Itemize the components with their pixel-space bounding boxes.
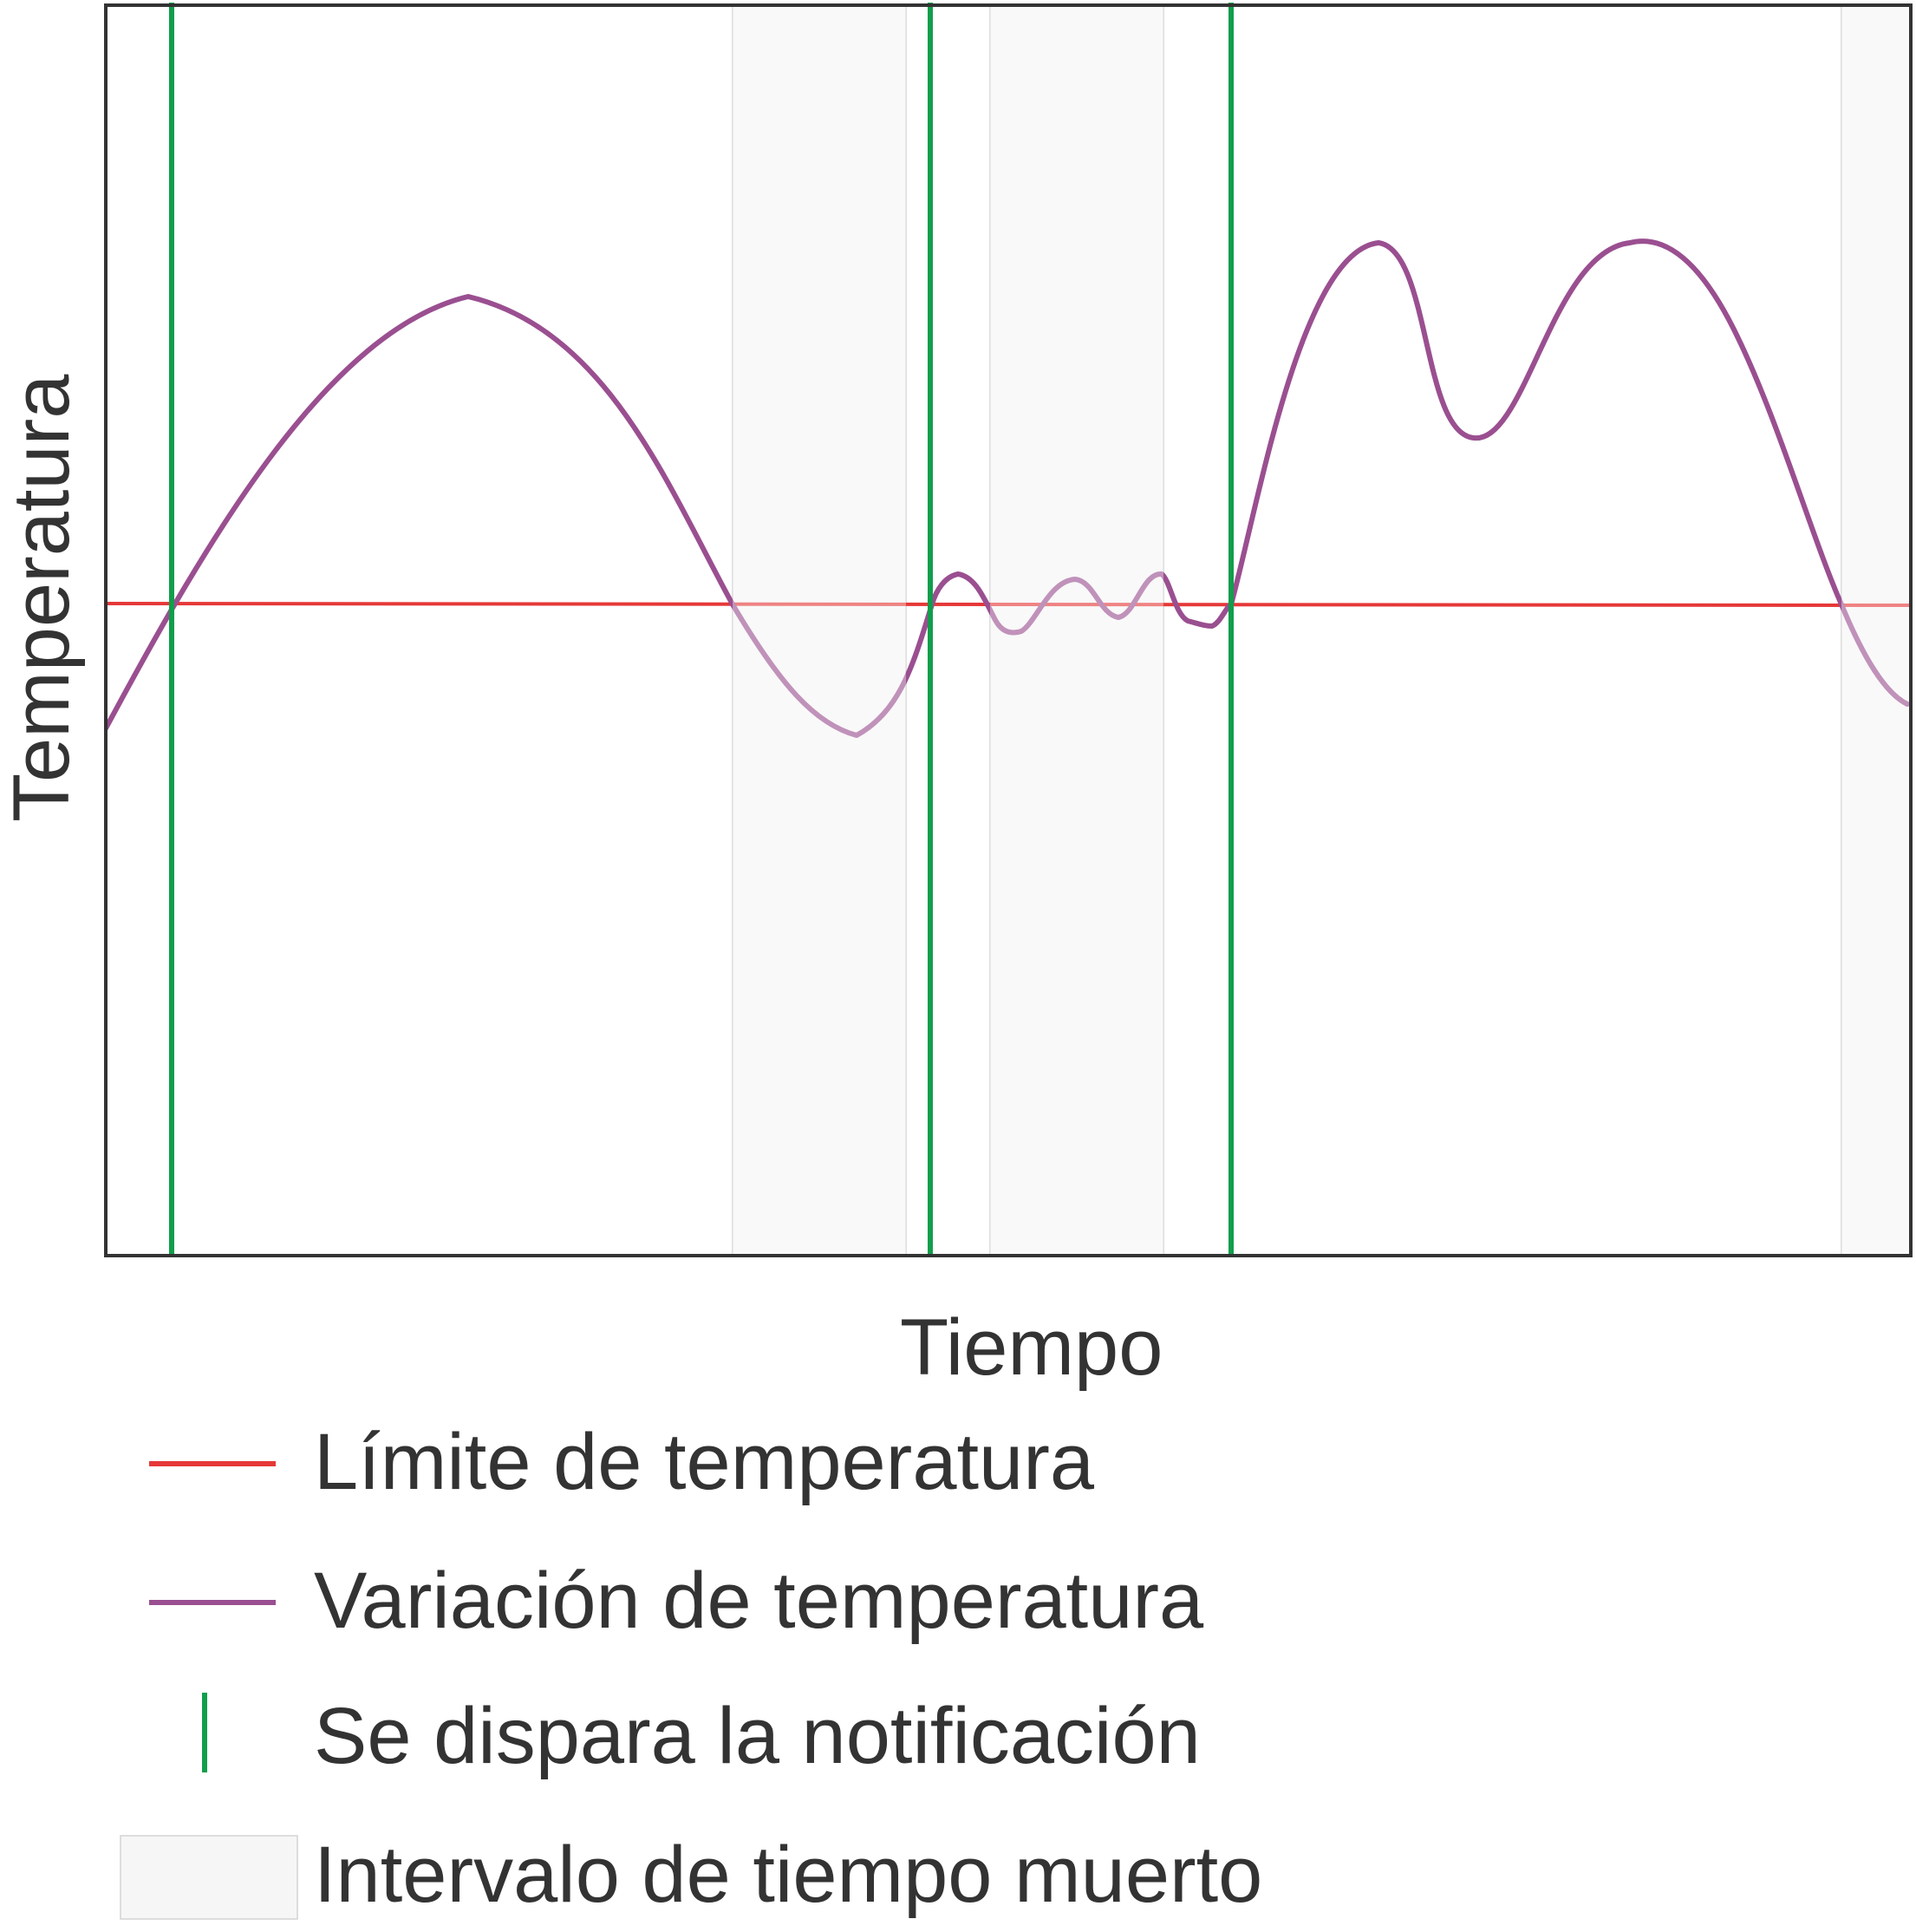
legend-label-series: Variación de temperatura [314, 1557, 1204, 1645]
temperature-variation-series [106, 238, 1910, 738]
legend-item-limit: Límite de temperatura [0, 1407, 1474, 1519]
dead-time-veil [990, 5, 1163, 1256]
temperature-limit-line [106, 602, 1911, 607]
x-axis-label: Tiempo [900, 1303, 1163, 1392]
legend-item-series: Variación de temperatura [0, 1545, 1474, 1658]
legend-item-dead-time: Intervalo de tiempo muerto [0, 1819, 1474, 1932]
legend-label-dead-time: Intervalo de tiempo muerto [314, 1831, 1263, 1919]
legend-label-notification: Se dispara la notificación [314, 1692, 1201, 1780]
legend-swatch-notification [202, 1693, 207, 1772]
legend-swatch-series [149, 1600, 276, 1605]
notification-markers [169, 3, 1234, 1257]
legend-swatch-dead-time [120, 1835, 298, 1920]
legend-item-notification: Se dispara la notificación [0, 1681, 1474, 1793]
plot-frame [104, 3, 1913, 1257]
legend-swatch-limit [149, 1461, 276, 1466]
dead-time-band [732, 4, 907, 1256]
dead-time-veils [733, 5, 1911, 1256]
legend-label-limit: Límite de temperatura [314, 1418, 1095, 1506]
y-axis-label: Temperatura [0, 374, 86, 822]
dead-time-bands [732, 4, 1912, 1256]
dead-time-veil [1841, 5, 1911, 1256]
dead-time-veil [733, 5, 906, 1256]
